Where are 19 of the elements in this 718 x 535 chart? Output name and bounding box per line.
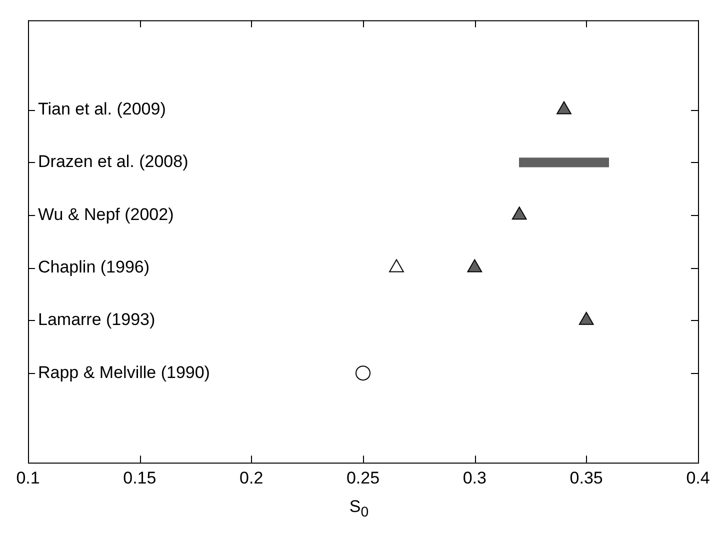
x-tick-label: 0.15 [123, 468, 156, 488]
x-tick-label: 0.3 [462, 468, 486, 488]
x-axis-title: S$_{0}$ [348, 497, 370, 520]
y-tick-label: Drazen et al. (2008) [38, 152, 188, 172]
y-tick-label: Chaplin (1996) [38, 257, 150, 276]
point [389, 259, 404, 272]
point [556, 101, 572, 114]
point [578, 312, 594, 325]
x-tick-label: 0.1 [16, 468, 40, 488]
x-tick-label: 0.25 [346, 468, 380, 488]
y-tick-label: Tian et al. (2009) [38, 99, 166, 118]
y-tick-label: Rapp & Melville (1990) [38, 362, 210, 382]
x-tick-label: 0.4 [686, 468, 710, 488]
y-tick-label: Wu & Nepf (2002) [38, 204, 174, 224]
point [467, 259, 482, 272]
x-tick-label: 0.2 [240, 468, 264, 488]
x-tick-label: 0.35 [570, 468, 603, 488]
y-tick-label: Lamarre (1993) [38, 310, 156, 330]
point [512, 206, 527, 220]
